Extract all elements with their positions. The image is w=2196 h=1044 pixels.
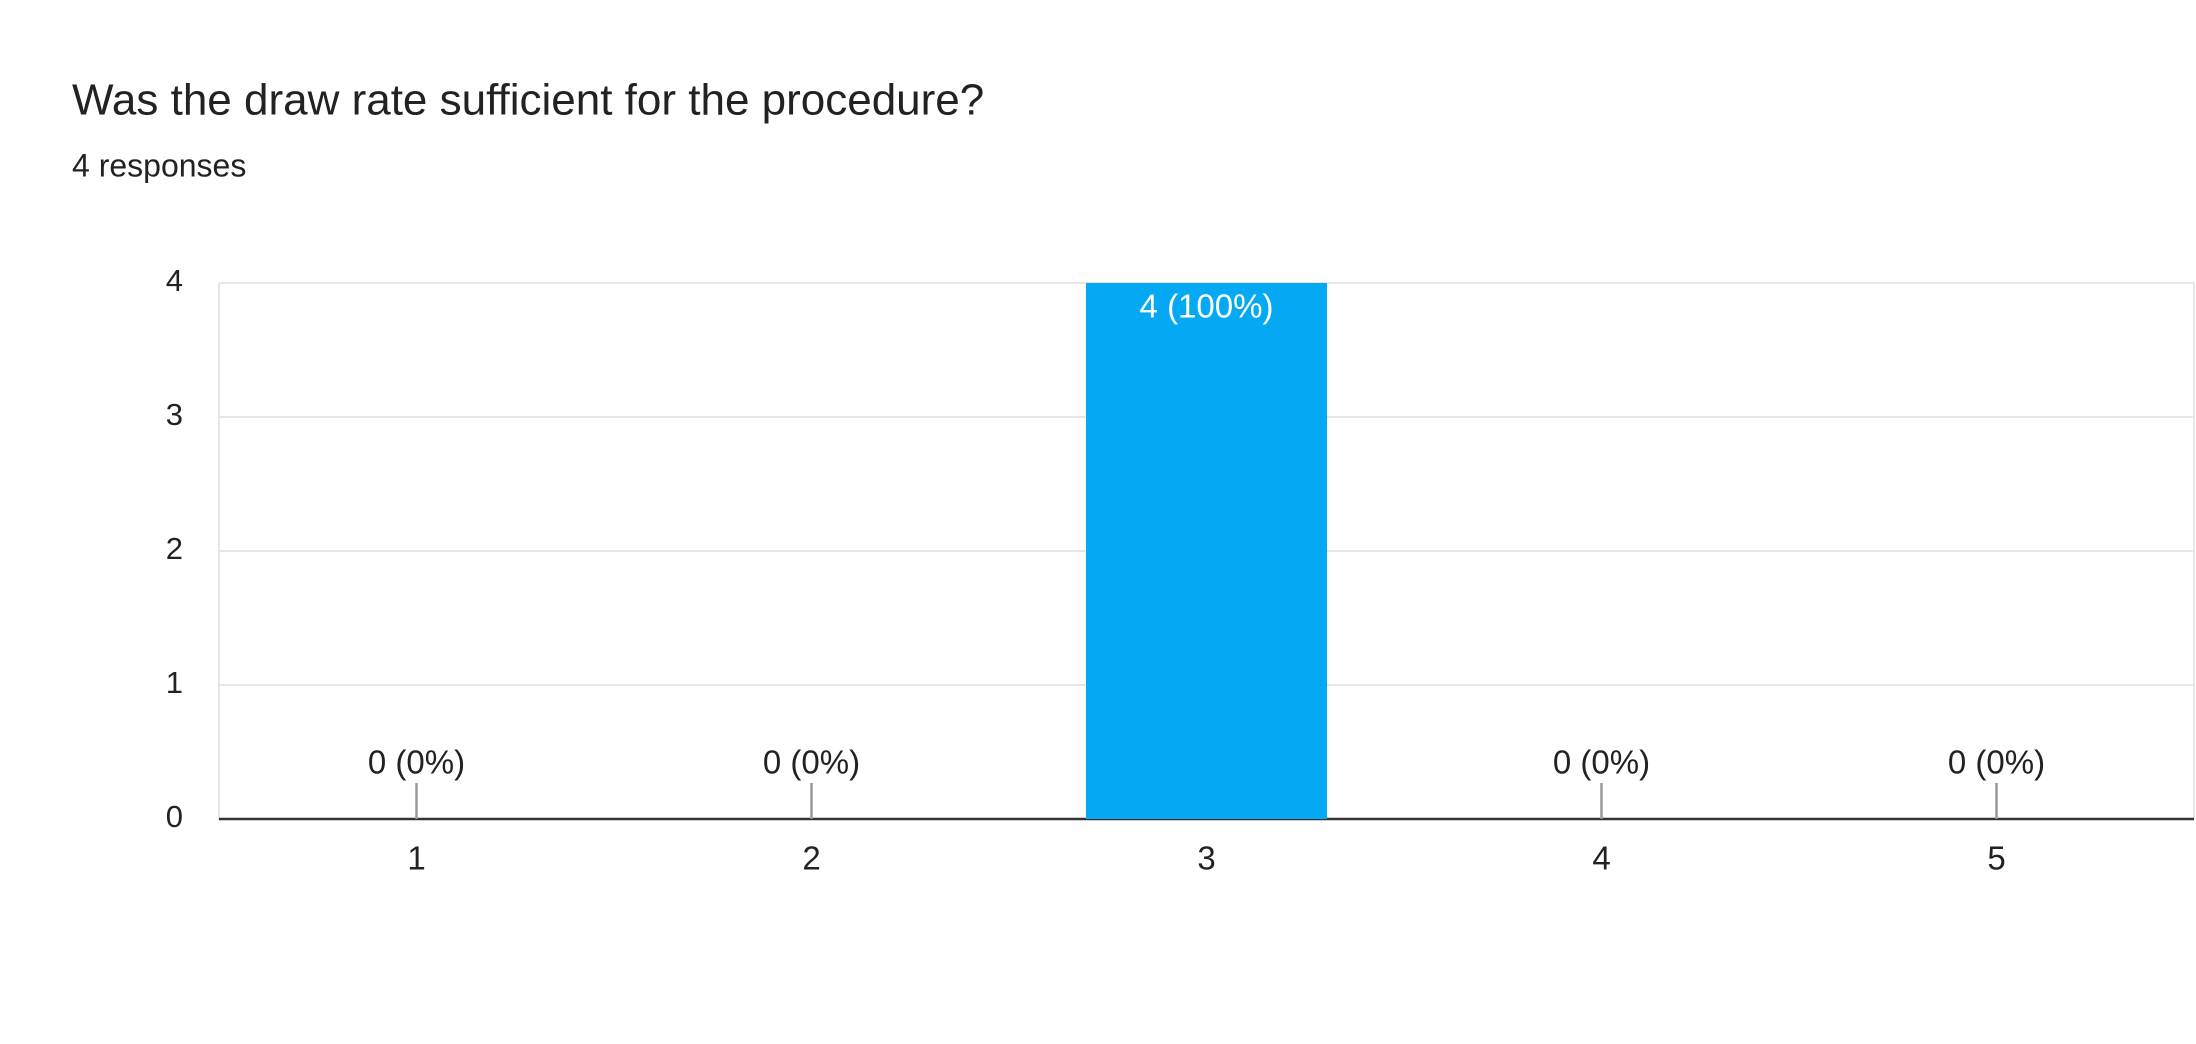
data-label: 0 (0%) — [1553, 744, 1650, 781]
chart-subtitle: 4 responses — [72, 147, 246, 183]
bar — [1086, 283, 1327, 819]
data-label: 4 (100%) — [1140, 288, 1274, 325]
y-tick-label: 4 — [166, 263, 183, 298]
x-tick-label: 4 — [1592, 840, 1610, 877]
y-tick-label: 1 — [166, 665, 183, 700]
x-tick-label: 1 — [407, 840, 425, 877]
data-label: 0 (0%) — [368, 744, 465, 781]
chart-title: Was the draw rate sufficient for the pro… — [72, 76, 984, 125]
y-tick-label: 3 — [166, 397, 183, 432]
x-tick-label: 2 — [802, 840, 820, 877]
x-tick-label: 5 — [1987, 840, 2005, 877]
data-label: 0 (0%) — [1948, 744, 2045, 781]
x-tick-label: 3 — [1197, 840, 1215, 877]
y-tick-label: 0 — [166, 799, 183, 834]
y-tick-label: 2 — [166, 531, 183, 566]
data-label: 0 (0%) — [763, 744, 860, 781]
